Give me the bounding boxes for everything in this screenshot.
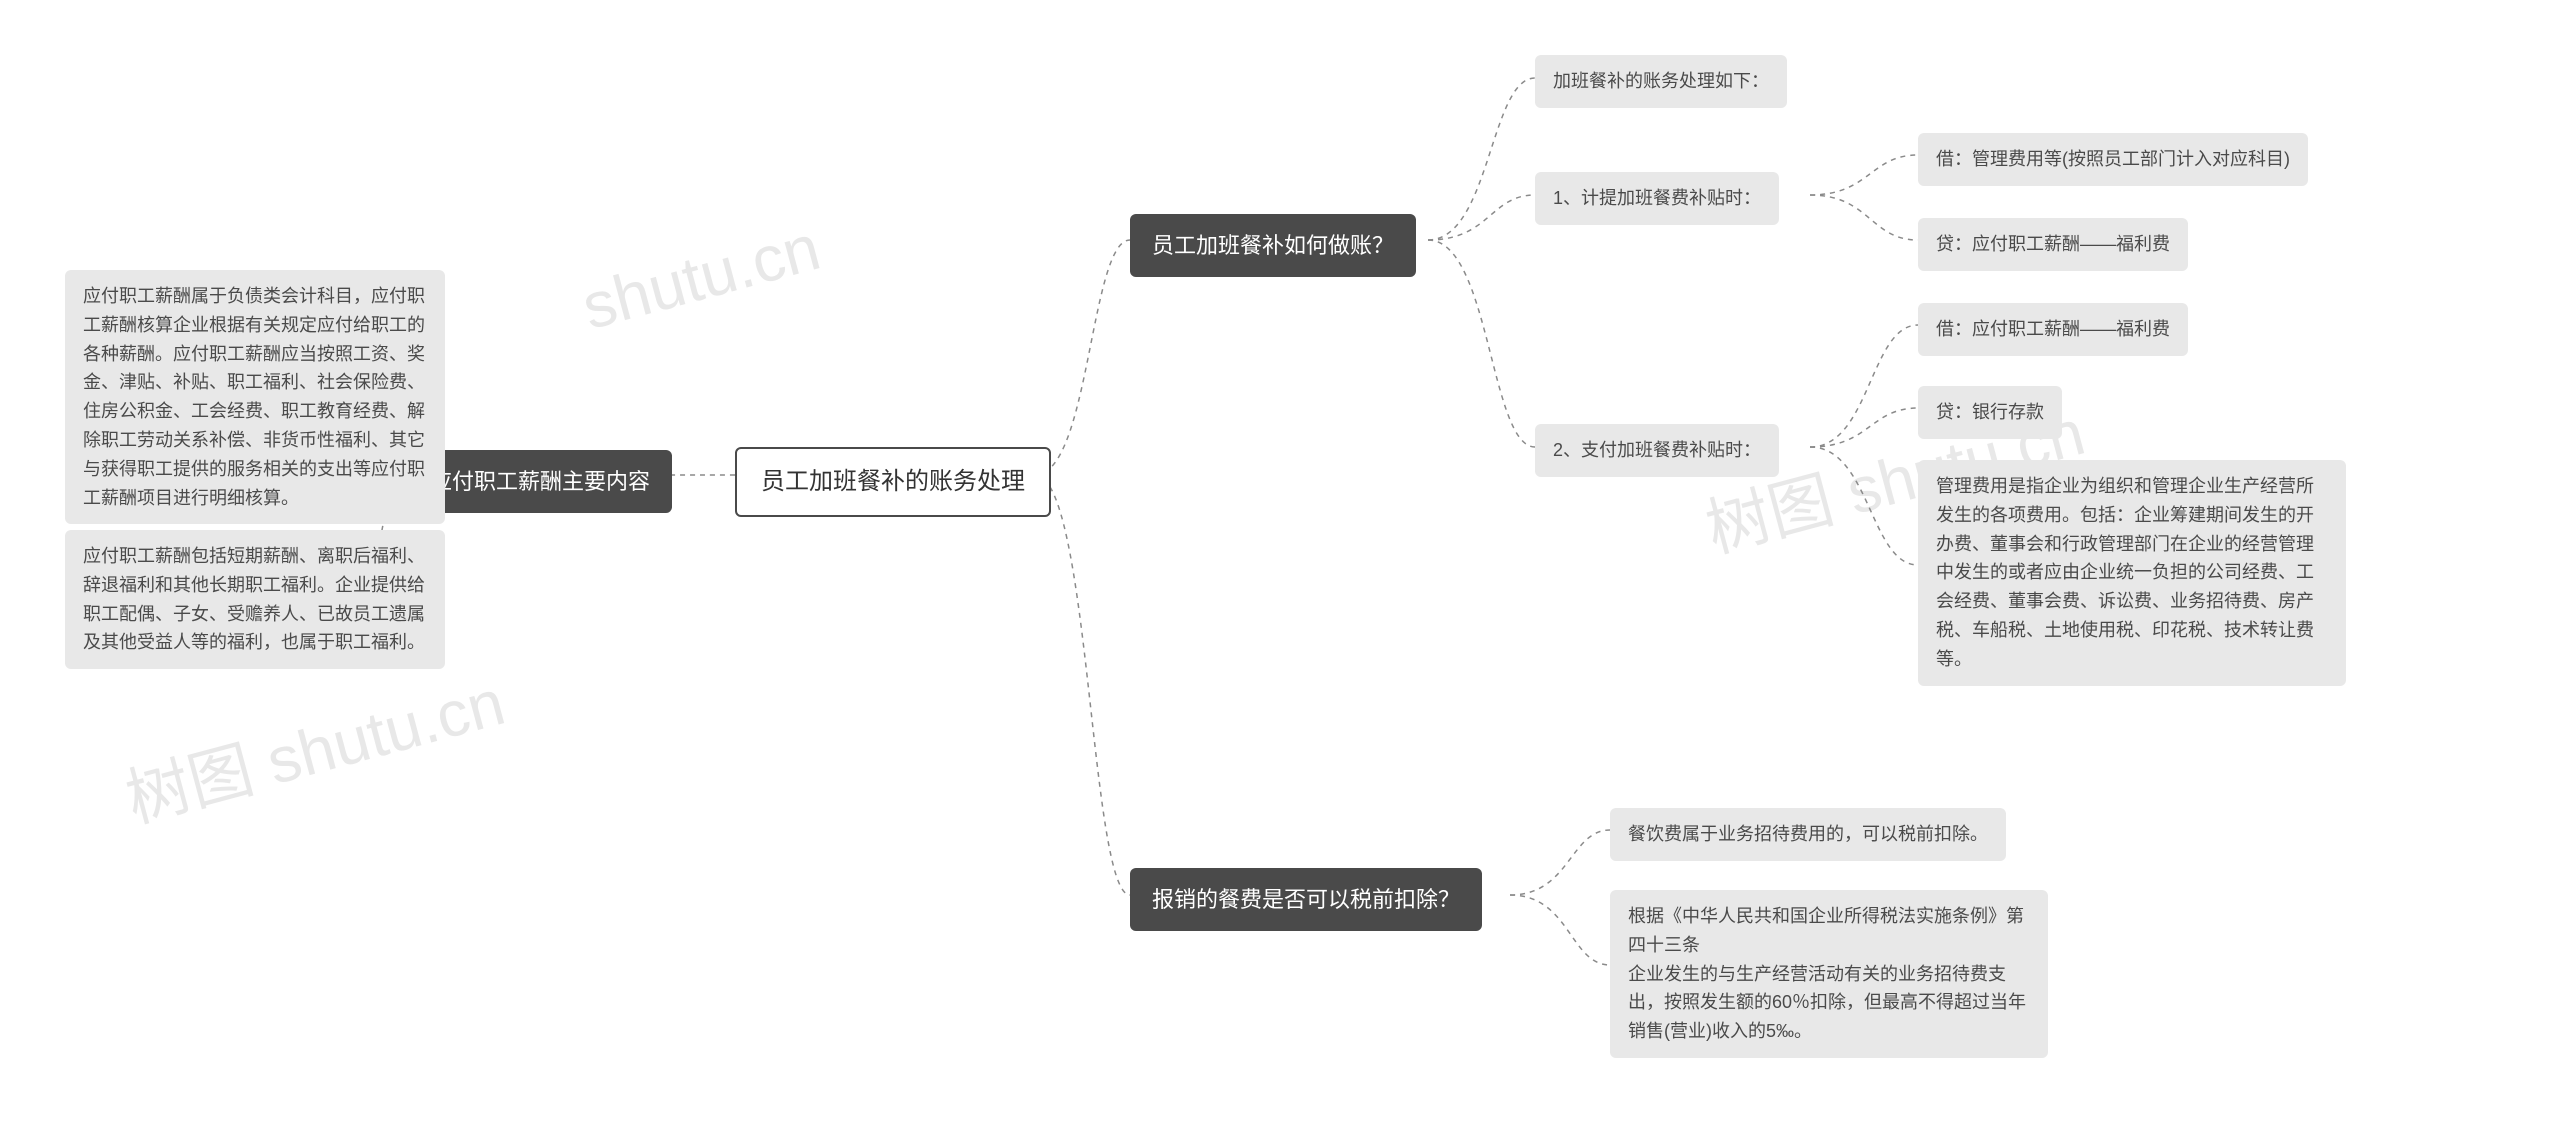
sub-r1-2[interactable]: 2、支付加班餐费补贴时：	[1535, 424, 1779, 477]
sub-r1-1[interactable]: 1、计提加班餐费补贴时：	[1535, 172, 1779, 225]
leaf-r1-s2-a: 借：应付职工薪酬——福利费	[1918, 303, 2188, 356]
leaf-r2-1: 餐饮费属于业务招待费用的，可以税前扣除。	[1610, 808, 2006, 861]
branch-left[interactable]: 应付职工薪酬主要内容	[408, 450, 672, 513]
leaf-r2-2: 根据《中华人民共和国企业所得税法实施条例》第四十三条 企业发生的与生产经营活动有…	[1610, 890, 2048, 1058]
leaf-r1-s2-b: 贷：银行存款	[1918, 386, 2062, 439]
leaf-left-1: 应付职工薪酬属于负债类会计科目，应付职工薪酬核算企业根据有关规定应付给职工的各种…	[65, 270, 445, 524]
branch-right-2[interactable]: 报销的餐费是否可以税前扣除？	[1130, 868, 1482, 931]
leaf-r1-s1-b: 贷：应付职工薪酬——福利费	[1918, 218, 2188, 271]
leaf-left-2: 应付职工薪酬包括短期薪酬、离职后福利、辞退福利和其他长期职工福利。企业提供给职工…	[65, 530, 445, 669]
leaf-r1-s1-a: 借：管理费用等(按照员工部门计入对应科目)	[1918, 133, 2308, 186]
leaf-r1-s2-c: 管理费用是指企业为组织和管理企业生产经营所发生的各项费用。包括：企业筹建期间发生…	[1918, 460, 2346, 686]
mindmap-canvas: 员工加班餐补的账务处理 应付职工薪酬主要内容 应付职工薪酬属于负债类会计科目，应…	[0, 0, 2560, 1143]
leaf-r1-1: 加班餐补的账务处理如下：	[1535, 55, 1787, 108]
root-node[interactable]: 员工加班餐补的账务处理	[735, 447, 1051, 517]
branch-right-1[interactable]: 员工加班餐补如何做账？	[1130, 214, 1416, 277]
